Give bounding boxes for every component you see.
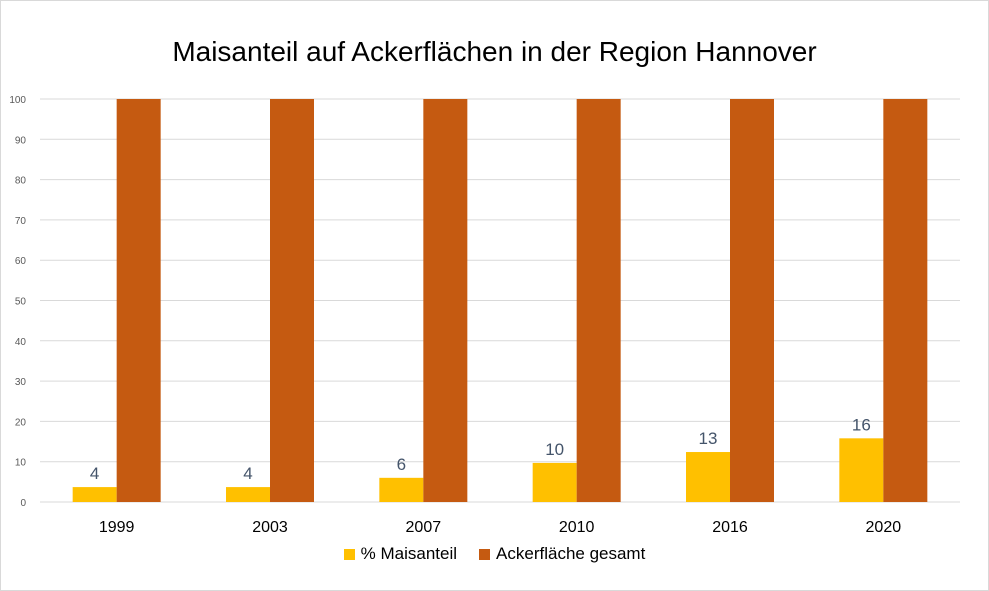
y-tick-label: 20 — [15, 417, 27, 428]
legend-item-maisanteil: % Maisanteil — [343, 544, 458, 564]
data-label: 4 — [90, 464, 99, 483]
bar-ackerflaeche-2007 — [423, 99, 468, 502]
data-label: 10 — [545, 440, 564, 459]
bar-maisanteil-2020 — [839, 438, 884, 502]
y-tick-label: 30 — [15, 377, 27, 388]
data-label: 4 — [243, 464, 252, 483]
data-label: 16 — [852, 415, 871, 434]
y-tick-label: 10 — [15, 458, 27, 469]
y-tick-label: 40 — [15, 337, 27, 348]
x-tick-label: 2003 — [252, 519, 288, 536]
bar-ackerflaeche-2003 — [270, 99, 314, 502]
legend: % Maisanteil Ackerfläche gesamt — [0, 544, 989, 564]
bar-ackerflaeche-2020 — [883, 99, 928, 502]
y-tick-label: 50 — [15, 297, 27, 308]
y-tick-label: 90 — [15, 135, 27, 146]
data-label: 6 — [397, 455, 406, 474]
x-tick-label: 2020 — [866, 519, 902, 536]
bar-ackerflaeche-2016 — [730, 99, 774, 502]
bar-ackerflaeche-2010 — [576, 99, 621, 502]
x-tick-label: 2007 — [406, 519, 442, 536]
legend-item-ackerflaeche: Ackerfläche gesamt — [479, 544, 645, 564]
y-tick-label: 70 — [15, 216, 27, 227]
bar-ackerflaeche-1999 — [116, 99, 161, 502]
bar-maisanteil-2010 — [532, 462, 577, 502]
y-tick-label: 60 — [15, 256, 27, 267]
legend-label: % Maisanteil — [360, 544, 458, 563]
y-tick-label: 0 — [20, 498, 26, 509]
legend-swatch-ackerflaeche — [479, 548, 491, 560]
chart-title: Maisanteil auf Ackerflächen in der Regio… — [172, 36, 817, 67]
bar-maisanteil-2016 — [686, 452, 730, 502]
legend-swatch-maisanteil — [343, 548, 355, 560]
x-tick-label: 2010 — [559, 519, 595, 536]
data-label: 13 — [699, 429, 718, 448]
bar-maisanteil-2003 — [226, 487, 270, 502]
x-tick-label: 2016 — [712, 519, 748, 536]
legend-label: Ackerfläche gesamt — [496, 544, 646, 563]
bar-maisanteil-1999 — [72, 487, 117, 502]
y-tick-label: 100 — [9, 95, 26, 106]
bar-maisanteil-2007 — [379, 477, 424, 502]
y-tick-label: 80 — [15, 176, 27, 187]
x-tick-label: 1999 — [99, 519, 135, 536]
